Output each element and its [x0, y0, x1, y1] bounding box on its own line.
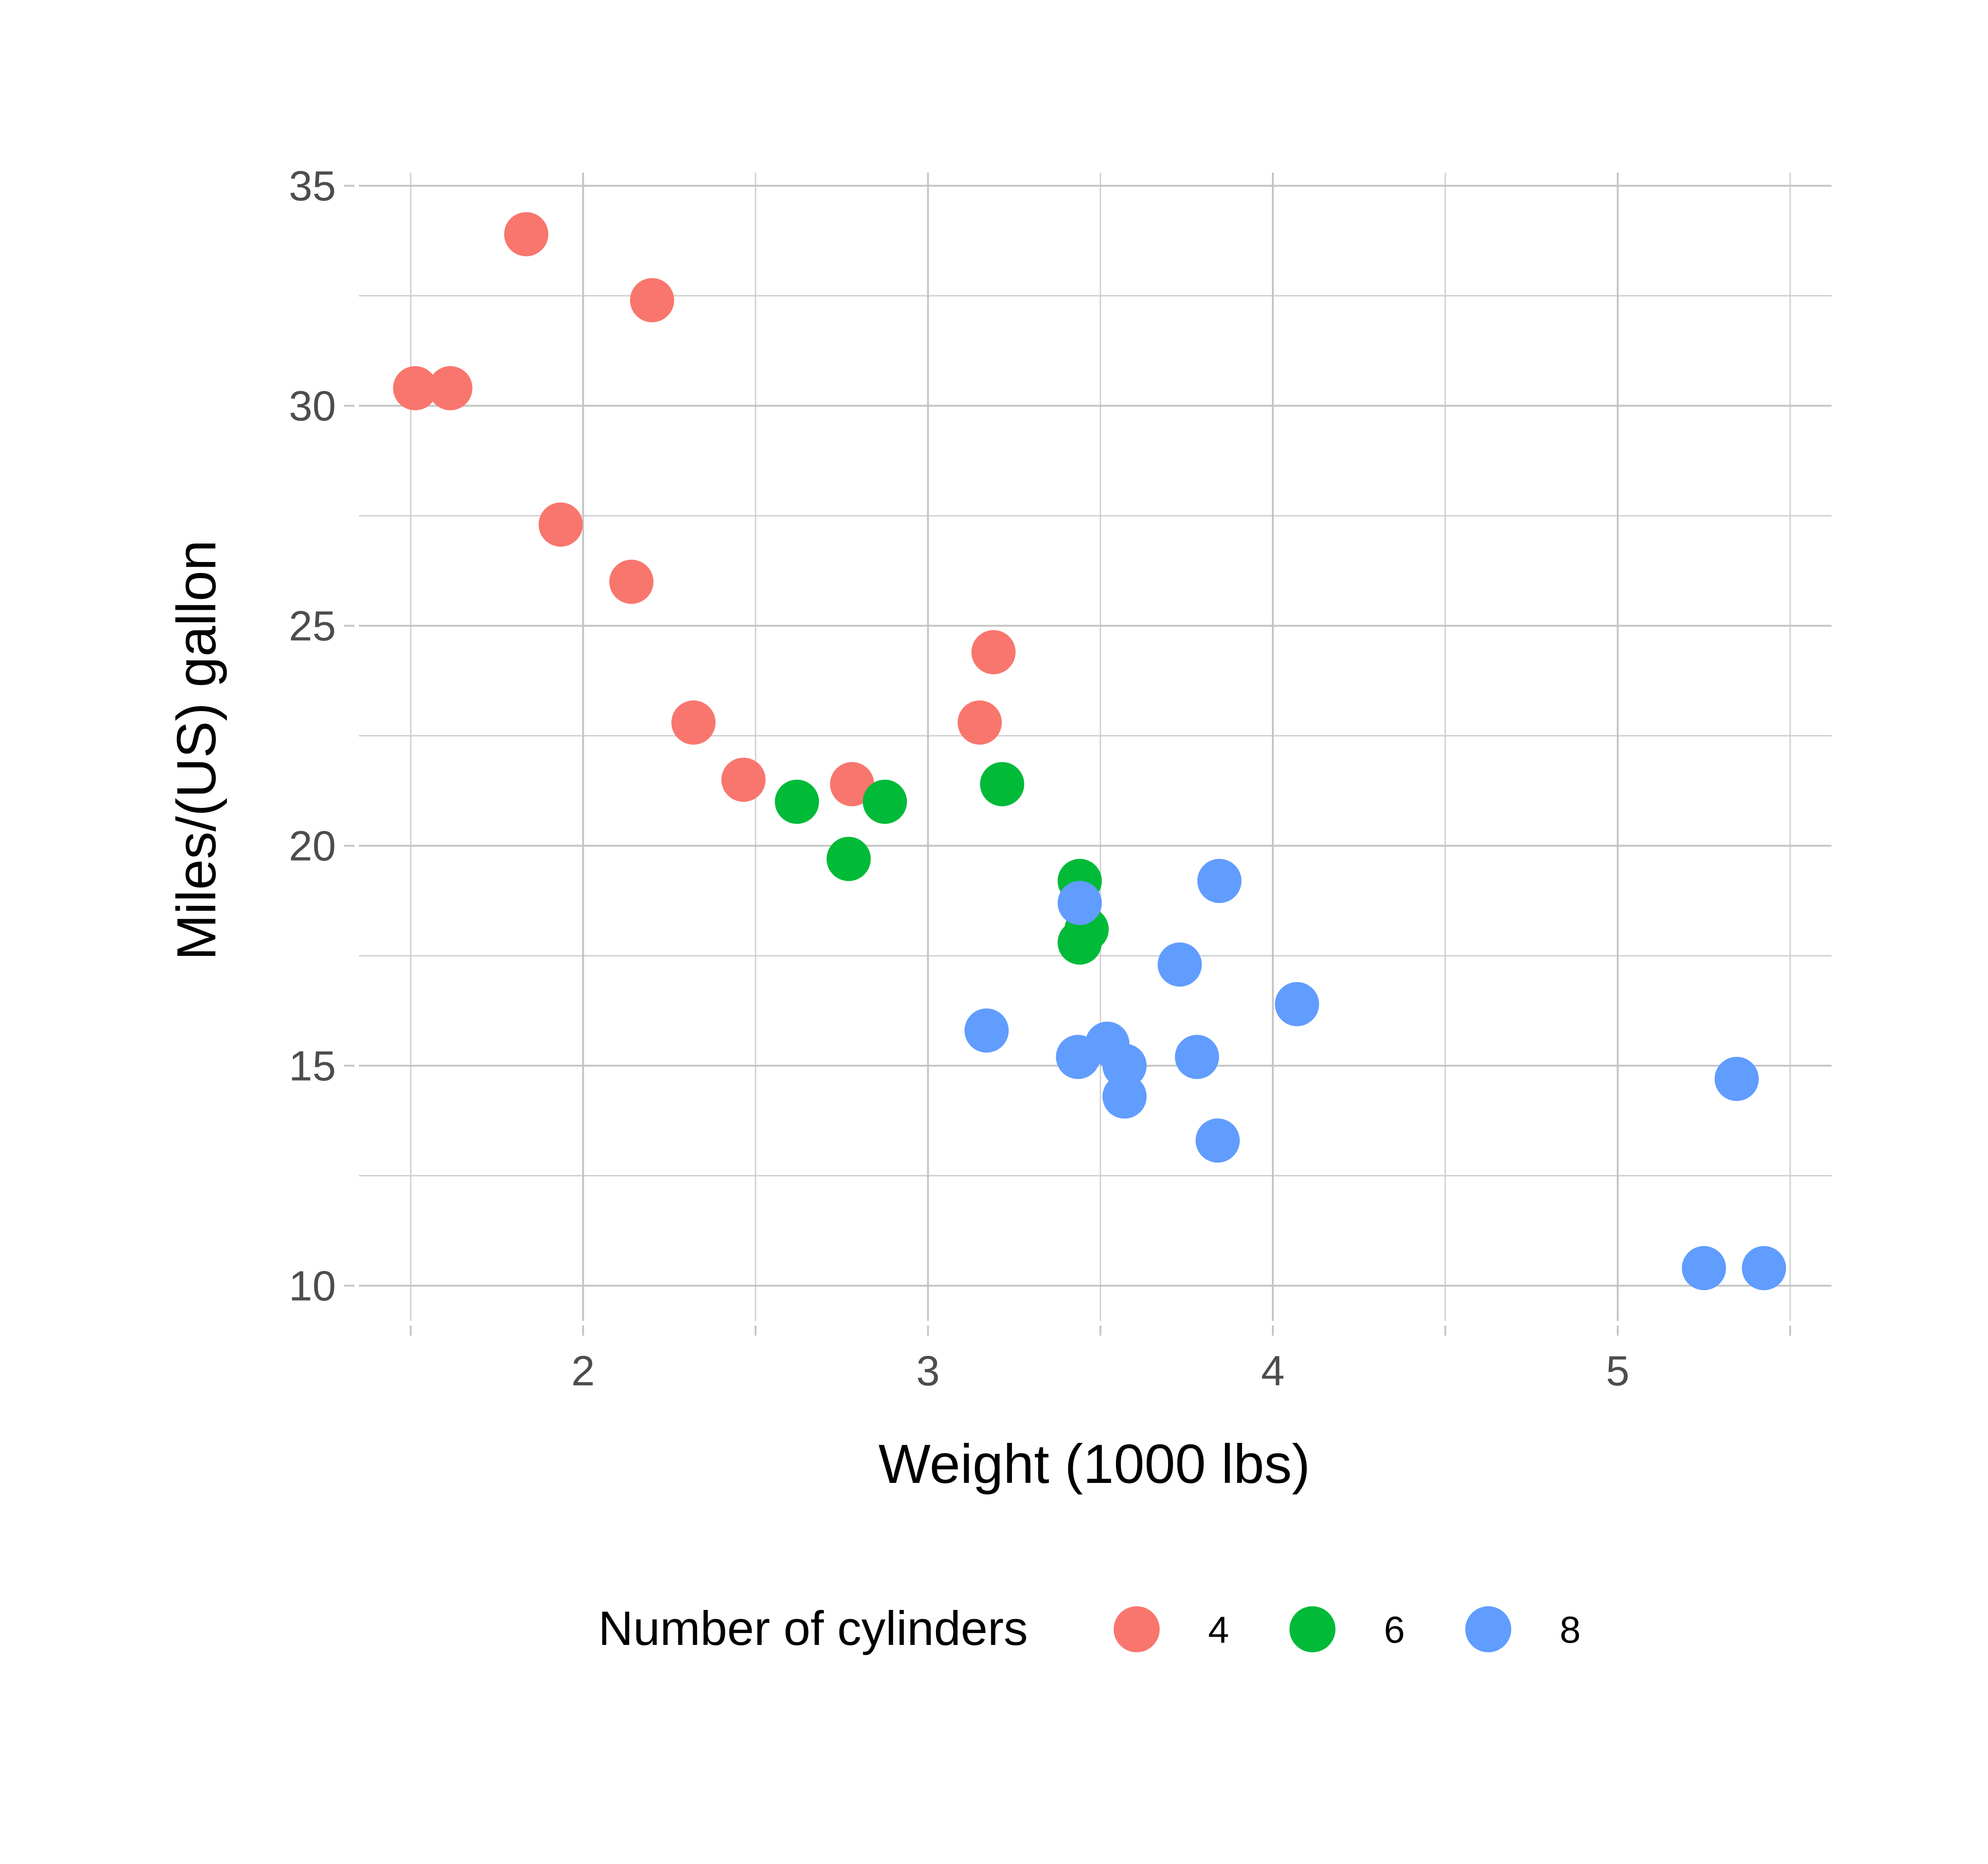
- legend-title: Number of cylinders: [598, 1602, 1028, 1656]
- data-point-cyl-4: [830, 762, 874, 806]
- data-point-cyl-4: [971, 630, 1016, 674]
- data-point-cyl-8: [1058, 880, 1102, 925]
- data-point-cyl-8: [1714, 1057, 1759, 1101]
- data-point-cyl-4: [504, 212, 549, 256]
- legend-key-cyl-8: [1465, 1606, 1511, 1652]
- legend: Number of cylinders 4 6 8: [598, 1602, 1581, 1656]
- data-point-cyl-4: [538, 502, 583, 547]
- data-point-cyl-4: [671, 700, 716, 745]
- data-point-cyl-8: [1682, 1246, 1726, 1291]
- x-tick-label: 2: [572, 1348, 595, 1395]
- grid-layer: [359, 173, 1832, 1321]
- y-tick-label: 15: [289, 1043, 336, 1090]
- data-point-cyl-8: [1102, 1043, 1147, 1088]
- x-tick-label: 3: [916, 1348, 940, 1395]
- data-point-cyl-8: [964, 1008, 1009, 1053]
- data-point-cyl-8: [1275, 982, 1319, 1026]
- data-point-cyl-8: [1157, 942, 1202, 987]
- data-point-cyl-8: [1197, 859, 1242, 903]
- data-point-cyl-8: [1196, 1118, 1240, 1163]
- y-tick-label: 10: [289, 1263, 336, 1310]
- data-point-cyl-6: [862, 779, 907, 824]
- data-point-cyl-6: [826, 837, 871, 881]
- data-point-cyl-8: [1056, 1035, 1100, 1079]
- data-point-cyl-4: [609, 560, 654, 604]
- data-point-cyl-4: [957, 700, 1002, 745]
- data-point-cyl-6: [980, 762, 1024, 806]
- data-point-cyl-4: [393, 366, 438, 411]
- x-axis-title: Weight (1000 lbs): [878, 1433, 1310, 1495]
- y-tick-label: 30: [289, 383, 336, 430]
- legend-key-cyl-6: [1289, 1606, 1335, 1652]
- x-tick-label: 4: [1261, 1348, 1284, 1395]
- data-point-cyl-8: [1175, 1035, 1219, 1079]
- data-point-cyl-8: [1742, 1246, 1786, 1291]
- data-point-cyl-4: [630, 278, 675, 323]
- x-tick-label: 5: [1606, 1348, 1630, 1395]
- y-tick-label: 25: [289, 603, 336, 650]
- data-point-cyl-8: [1102, 1074, 1147, 1119]
- legend-label-cyl-6: 6: [1384, 1609, 1405, 1651]
- data-point-cyl-4: [721, 758, 766, 802]
- legend-items: 4 6 8: [1114, 1606, 1581, 1652]
- legend-label-cyl-4: 4: [1208, 1609, 1229, 1651]
- y-tick-label: 35: [289, 163, 336, 210]
- y-tick-label: 20: [289, 823, 336, 870]
- axis-layer: 10 15 20 25 30 35 2 3 4 5: [289, 163, 1792, 1395]
- legend-key-cyl-4: [1114, 1606, 1160, 1652]
- data-point-cyl-6: [1058, 920, 1102, 965]
- y-axis-title: Miles/(US) gallon: [166, 540, 227, 961]
- points-layer: [393, 212, 1786, 1291]
- legend-label-cyl-8: 8: [1560, 1609, 1581, 1651]
- data-point-cyl-6: [774, 779, 819, 824]
- data-point-cyl-4: [428, 366, 473, 411]
